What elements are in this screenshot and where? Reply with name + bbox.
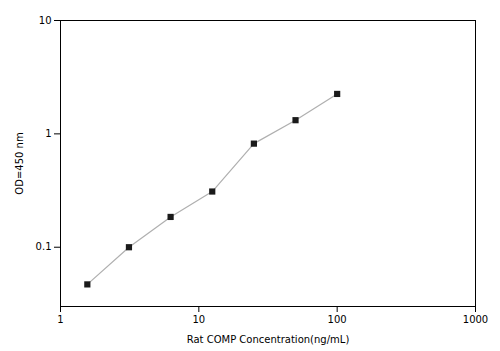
svg-text:1: 1: [45, 128, 51, 139]
svg-text:Rat COMP Concentration(ng/mL): Rat COMP Concentration(ng/mL): [187, 334, 350, 345]
svg-text:100: 100: [328, 314, 347, 325]
svg-text:0.1: 0.1: [36, 241, 52, 252]
svg-text:10: 10: [192, 314, 205, 325]
svg-text:10: 10: [39, 15, 52, 26]
svg-text:1: 1: [57, 314, 63, 325]
svg-text:1000: 1000: [463, 314, 488, 325]
svg-text:OD=450 nm: OD=450 nm: [14, 132, 25, 194]
